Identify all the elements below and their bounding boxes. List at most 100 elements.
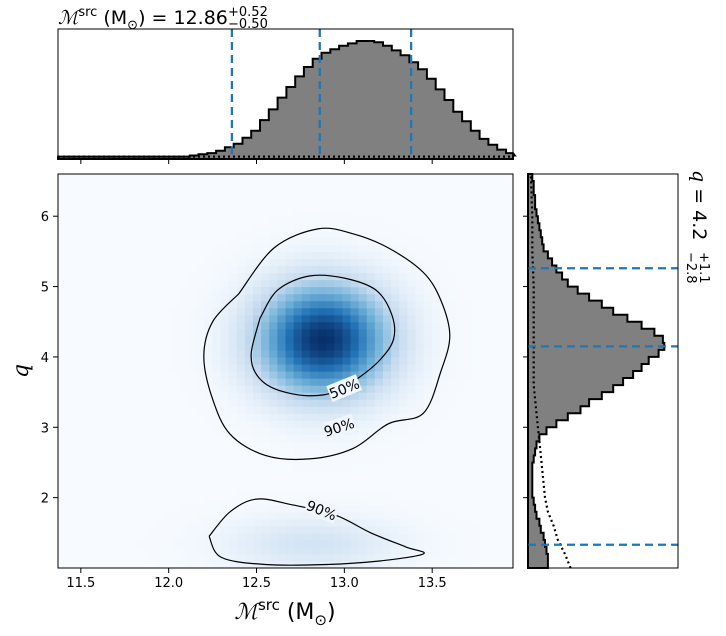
heatmap-cell: [212, 504, 222, 513]
heatmap-cell: [139, 497, 148, 506]
heatmap-cell: [496, 335, 506, 344]
heatmap-cell: [399, 195, 408, 203]
heatmap-cell: [285, 476, 295, 485]
heatmap-cell: [204, 244, 213, 252]
heatmap-cell: [163, 434, 173, 442]
heatmap-cell: [439, 469, 449, 478]
heatmap-cell: [277, 525, 287, 534]
heatmap-cell: [261, 363, 270, 372]
heatmap-cell: [131, 427, 140, 435]
heatmap-cell: [196, 293, 205, 302]
heatmap-cell: [228, 455, 238, 464]
x-tick-label: 13.5: [418, 576, 447, 591]
heatmap-cell: [82, 511, 92, 520]
heatmap-cell: [106, 195, 116, 203]
heatmap-cell: [212, 230, 222, 238]
heatmap-cell: [163, 378, 173, 386]
heatmap-cell: [196, 448, 205, 457]
heatmap-cell: [114, 532, 124, 541]
heatmap-cell: [228, 378, 238, 386]
heatmap-cell: [253, 251, 262, 260]
heatmap-cell: [228, 560, 238, 568]
heatmap-cell: [358, 286, 368, 295]
heatmap-cell: [171, 511, 181, 520]
heatmap-cell: [212, 307, 222, 316]
heatmap-cell: [196, 476, 205, 485]
heatmap-cell: [399, 181, 408, 189]
heatmap-cell: [480, 216, 490, 224]
heatmap-cell: [488, 455, 498, 464]
heatmap-cell: [196, 202, 205, 210]
heatmap-cell: [439, 420, 449, 428]
heatmap-cell: [456, 525, 465, 534]
heatmap-cell: [82, 455, 92, 464]
heatmap-cell: [277, 553, 287, 562]
heatmap-cell: [261, 441, 270, 449]
heatmap-cell: [439, 455, 449, 464]
heatmap-cell: [309, 321, 319, 330]
heatmap-cell: [220, 532, 230, 541]
heatmap-cell: [269, 399, 278, 407]
heatmap-cell: [342, 553, 352, 562]
heatmap-cell: [448, 174, 457, 182]
heatmap-cell: [423, 399, 433, 407]
heatmap-cell: [163, 504, 173, 513]
heatmap-cell: [82, 321, 92, 330]
heatmap-cell: [82, 448, 92, 457]
heatmap-cell: [504, 230, 513, 238]
heatmap-cell: [188, 455, 197, 464]
heatmap-cell: [399, 490, 408, 499]
heatmap-cell: [439, 300, 449, 309]
heatmap-cell: [106, 349, 116, 358]
heatmap-cell: [334, 356, 343, 365]
heatmap-cell: [244, 328, 254, 337]
heatmap-cell: [66, 307, 75, 316]
heatmap-cell: [155, 546, 165, 555]
heatmap-cell: [171, 420, 181, 428]
heatmap-cell: [228, 448, 238, 457]
heatmap-cell: [269, 511, 278, 520]
heatmap-cell: [228, 392, 238, 400]
heatmap-cell: [236, 223, 246, 231]
heatmap-cell: [163, 490, 173, 499]
heatmap-cell: [423, 188, 433, 196]
heatmap-cell: [472, 385, 482, 393]
heatmap-cell: [423, 209, 433, 217]
heatmap-cell: [74, 293, 83, 302]
heatmap-cell: [488, 195, 498, 203]
heatmap-cell: [204, 560, 213, 568]
heatmap-cell: [114, 385, 124, 393]
heatmap-cell: [131, 420, 140, 428]
heatmap-cell: [472, 209, 482, 217]
heatmap-cell: [90, 286, 100, 295]
heatmap-cell: [163, 392, 173, 400]
heatmap-cell: [504, 265, 513, 274]
heatmap-cell: [66, 328, 75, 337]
heatmap-cell: [366, 469, 376, 478]
heatmap-cell: [448, 490, 457, 499]
heatmap-cell: [228, 406, 238, 414]
heatmap-cell: [456, 202, 465, 210]
heatmap-cell: [220, 406, 230, 414]
heatmap-cell: [293, 546, 303, 555]
heatmap-cell: [74, 490, 83, 499]
heatmap-cell: [277, 539, 287, 548]
heatmap-cell: [131, 181, 140, 189]
heatmap-cell: [391, 553, 400, 562]
heatmap-cell: [228, 342, 238, 351]
heatmap-cell: [383, 462, 392, 471]
heatmap-cell: [196, 174, 205, 182]
heatmap-cell: [188, 413, 197, 421]
heatmap-cell: [285, 251, 295, 260]
heatmap-cell: [439, 258, 449, 267]
heatmap-cell: [147, 406, 157, 414]
heatmap-cell: [358, 321, 368, 330]
heatmap-cell: [123, 441, 132, 449]
heatmap-cell: [285, 286, 295, 295]
heatmap-cell: [244, 504, 254, 513]
heatmap-cell: [448, 553, 457, 562]
heatmap-cell: [423, 518, 433, 527]
heatmap-cell: [334, 434, 343, 442]
heatmap-cell: [179, 490, 189, 499]
heatmap-cell: [399, 539, 408, 548]
